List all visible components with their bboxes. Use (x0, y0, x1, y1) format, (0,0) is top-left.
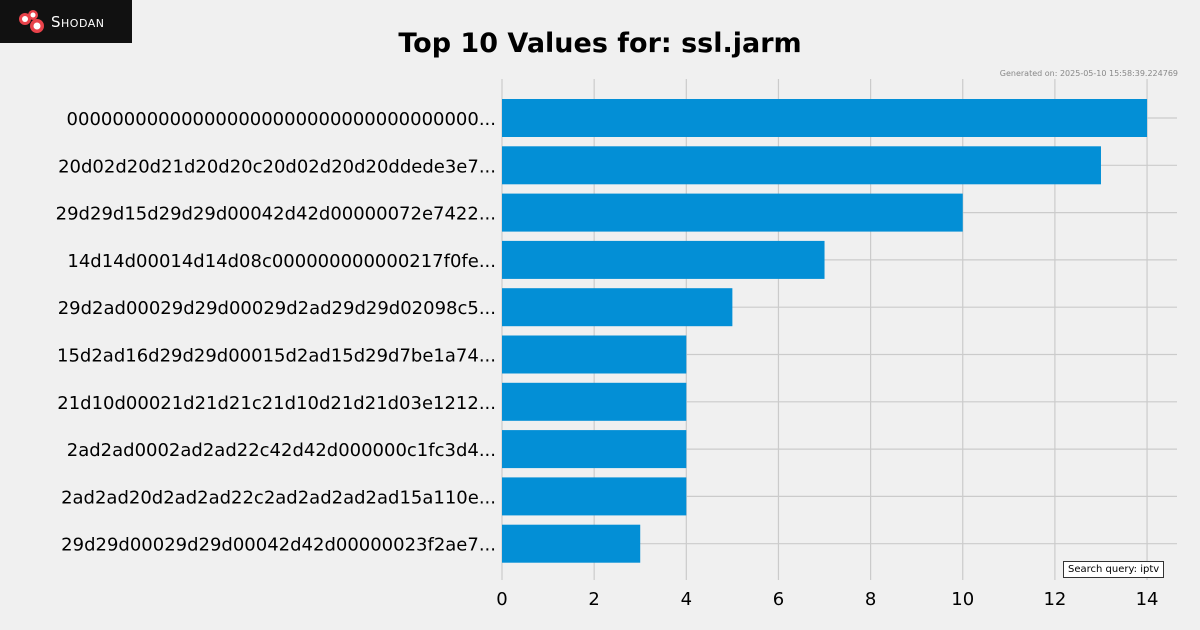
logo-text: Shodan (51, 12, 105, 31)
category-label: 2ad2ad0002ad2ad22c42d42d000000c1fc3d4... (67, 440, 496, 461)
bar (502, 288, 733, 327)
bar (502, 524, 641, 563)
shodan-logo-icon (19, 9, 44, 33)
x-tick-label: 4 (681, 589, 692, 610)
category-label: 2ad2ad20d2ad2ad22c2ad2ad2ad2ad15a110e... (61, 487, 496, 508)
x-tick-label: 2 (588, 589, 599, 610)
x-tick-label: 10 (951, 589, 974, 610)
category-label: 29d29d15d29d29d00042d42d00000072e7422... (56, 204, 496, 225)
category-label: 20d02d20d21d20d20c20d02d20d20ddede3e7... (58, 156, 496, 177)
shodan-logo[interactable]: Shodan (0, 0, 132, 43)
bar (502, 240, 825, 279)
category-label: 15d2ad16d29d29d00015d2ad15d29d7be1a74... (57, 346, 496, 367)
bar (502, 335, 687, 374)
category-label: 29d2ad00029d29d00029d2ad29d29d02098c5... (58, 298, 496, 319)
bar (502, 146, 1101, 185)
bar (502, 382, 687, 421)
bar (502, 430, 687, 469)
bar (502, 99, 1148, 137)
bar (502, 477, 687, 516)
x-tick-label: 14 (1136, 589, 1159, 610)
x-tick-label: 12 (1043, 589, 1066, 610)
category-label: 14d14d00014d14d08c000000000000217f0fe... (67, 251, 496, 272)
x-tick-label: 0 (496, 589, 507, 610)
x-tick-label: 6 (773, 589, 784, 610)
bar (502, 193, 963, 232)
x-tick-label: 8 (865, 589, 876, 610)
generated-timestamp: Generated on: 2025-05-10 15:58:39.224769 (999, 69, 1178, 78)
search-query-annotation: Search query: iptv (1063, 561, 1165, 578)
category-label: 21d10d00021d21d21c21d10d21d21d03e1212... (57, 393, 496, 414)
category-label: 000000000000000000000000000000000000... (67, 109, 496, 130)
chart-title: Top 10 Values for: ssl.jarm (398, 28, 802, 59)
category-label: 29d29d00029d29d00042d42d00000023f2ae7... (61, 535, 496, 556)
